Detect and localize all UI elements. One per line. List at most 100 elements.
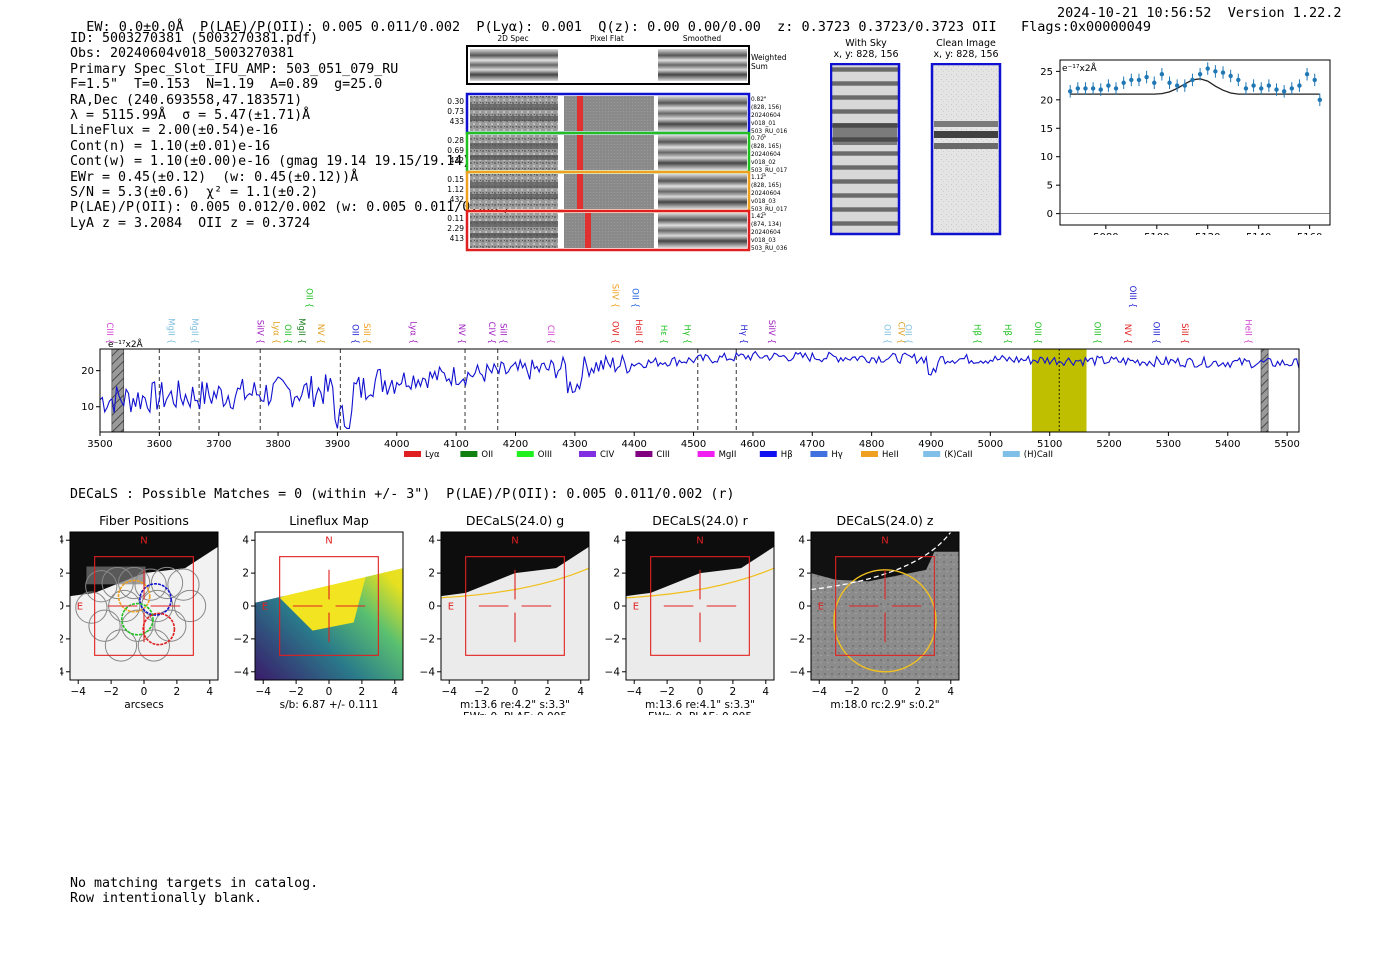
emission-line-label: CII { (545, 325, 555, 344)
decals-ytick-label: 4 (60, 535, 64, 547)
emission-line-label: CIV { (486, 322, 496, 344)
cutout-2dspec-band (470, 104, 558, 110)
zoom-data-point (1136, 77, 1142, 83)
decals-xtick-label: 4 (577, 686, 584, 698)
cutout-row-frame (465, 209, 751, 252)
cutout-2dspec (470, 174, 558, 209)
emission-line-label: Hγ { (738, 324, 748, 344)
legend-swatch (1002, 451, 1020, 457)
with-sky-image (830, 63, 901, 236)
fiber-circle (167, 568, 200, 601)
timestamp: 2024-10-21 10:56:52 (1057, 5, 1212, 21)
cutout-row-meta: 1.12" (751, 175, 767, 181)
zoom-data-point (1205, 66, 1210, 71)
clean-band-3 (934, 143, 998, 149)
cutout-row-meta: 503_RU_017 (751, 207, 788, 213)
cutout-row-meta: v018_01 (751, 121, 776, 127)
decals-caption: m:18.0 rc:2.9" s:0.2" (830, 699, 939, 711)
legend-label: HeII (882, 450, 899, 460)
decals-caption: m:13.6 re:4.2" s:3.3" (460, 699, 570, 711)
emission-line-label: SiII { (1179, 323, 1189, 344)
clean-band-2 (934, 131, 998, 138)
cutout-pixelflat-mark (577, 174, 583, 209)
decals-xtick-label: 4 (391, 686, 398, 698)
emission-line-label: OIII { (1032, 322, 1042, 344)
legend-label: CIII (656, 450, 669, 460)
legend-swatch (404, 451, 421, 457)
east-label: E (77, 601, 83, 612)
cutout-2dspec-band (470, 116, 558, 121)
emission-line-label: OII { (882, 324, 892, 344)
zoom-data-point (1197, 72, 1203, 77)
emission-line-label: Lyα { (407, 321, 417, 344)
cutout-row-stat: 0.15 (447, 175, 464, 184)
decals-ytick-label: 4 (798, 535, 805, 547)
zoom-data-point (1090, 86, 1096, 91)
cutout-row-meta: 20240604 (751, 152, 781, 158)
summary-header: EW: 0.0±0.0Å P(LAE)/P(OII): 0.005 0.011/… (70, 3, 1151, 35)
fiber-circle (150, 566, 184, 600)
cutout-smoothed (658, 174, 747, 209)
cutout-row-stat: 0.30 (447, 97, 464, 106)
emission-line-label: CIII { (104, 322, 114, 344)
emission-line-label: OVI { (609, 321, 619, 344)
info-line: Primary Spec_Slot_IFU_AMP: 503_051_079_R… (70, 61, 399, 77)
decals-ytick-label: −4 (605, 666, 621, 678)
emission-line-label: HeII { (633, 319, 643, 344)
weighted-label: Sum (751, 62, 768, 71)
clean-band-1 (934, 121, 998, 127)
cutout-row-stat: 1.12 (447, 185, 464, 194)
zoom-data-point (1113, 86, 1119, 91)
cutout-2dspec (470, 135, 558, 170)
zoom-data-point (1083, 86, 1088, 91)
decals-xtick-label: 2 (915, 686, 922, 698)
decals-xtick-label: 0 (512, 686, 519, 698)
cutout-row-stat: 0.28 (447, 136, 464, 145)
zoom-data-point (1266, 83, 1272, 88)
legend-swatch (460, 451, 478, 457)
clean-image-title: Clean Image (936, 38, 996, 49)
spectrum-xtick-label: 4500 (681, 439, 706, 450)
emission-line-label: SiIV { (254, 320, 264, 344)
with-sky-header: With Sky x, y: 828, 156 (828, 38, 904, 60)
decals-xtick-label: −4 (441, 686, 457, 698)
fiber-circle (101, 566, 134, 600)
fiber-circle (75, 591, 108, 624)
fiber-highlight (139, 583, 172, 616)
emission-line-label: MgII { (189, 318, 199, 344)
cutout-pixelflat (564, 213, 654, 248)
weighted-sum-2dspec (470, 49, 558, 81)
cutout-2dspec (470, 96, 558, 131)
zoom-data-point (1182, 83, 1188, 88)
weighted-sum-smoothed (658, 49, 747, 81)
decals-xtick-label: −2 (103, 686, 118, 698)
emission-line-label: NV { (456, 324, 466, 344)
fiber-circle (118, 566, 151, 600)
cutout-row-meta: v018_02 (751, 160, 776, 166)
zoom-ylabel: e⁻¹⁷x2Å (1062, 62, 1098, 74)
zoom-data-point (1317, 97, 1323, 103)
emission-line-label: OII { (282, 324, 292, 344)
legend-swatch (516, 451, 534, 457)
info-line: Obs: 20240604v018_5003270381 (70, 46, 295, 62)
decals-masked-area (441, 532, 589, 597)
info-line: Cont(w) = 1.10(±0.00)e-16 (gmag 19.14 19… (70, 154, 471, 170)
catalog-note: No matching targets in catalog. Row inten… (70, 876, 318, 907)
spectrum-xtick-label: 4700 (800, 439, 825, 450)
emission-line-label: HeII { (1243, 319, 1253, 344)
emission-line-label: MgII { (296, 318, 306, 344)
decals-panels: Fiber Positions N E −4 −4 −2 −2 0 0 2 2 4 4 arcsecs Li… (60, 513, 960, 715)
sky-images (830, 63, 1002, 236)
legend-label: Hβ (781, 450, 793, 460)
zoom-data-point (1259, 86, 1264, 91)
cutout-row-stat: 432 (450, 156, 465, 165)
emission-line-label: OIII { (1151, 322, 1161, 344)
cutout-row-meta: (828, 156) (751, 105, 781, 111)
catalog-note-line2: Row intentionally blank. (70, 891, 263, 907)
north-label: N (325, 536, 332, 547)
decals-xtick-label: 2 (359, 686, 366, 698)
cutout-row-meta: 0.70" (751, 136, 767, 142)
zoom-data-point (1213, 69, 1218, 74)
cutout-2dspec-band (470, 194, 558, 199)
spectrum-ylabel: e⁻¹⁷x2Å (108, 338, 144, 350)
